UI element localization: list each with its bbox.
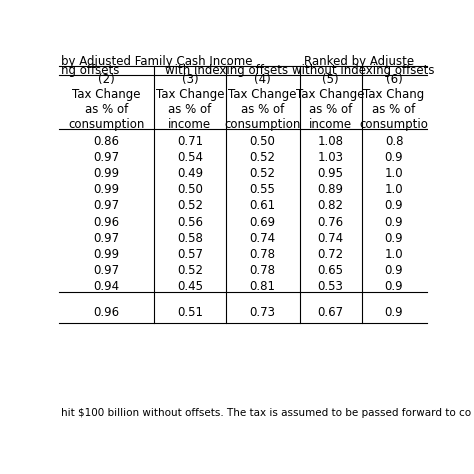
Text: (6)
Tax Chang
as % of
consumptio: (6) Tax Chang as % of consumptio bbox=[360, 73, 428, 131]
Text: 0.54: 0.54 bbox=[177, 151, 203, 164]
Text: with indexing offsets: with indexing offsets bbox=[165, 64, 288, 77]
Text: 0.9: 0.9 bbox=[385, 306, 403, 319]
Text: (2)
Tax Change
as % of
consumption: (2) Tax Change as % of consumption bbox=[68, 73, 145, 131]
Text: 0.72: 0.72 bbox=[318, 248, 344, 261]
Text: 0.52: 0.52 bbox=[250, 167, 276, 180]
Text: 0.52: 0.52 bbox=[177, 264, 203, 277]
Text: 0.52: 0.52 bbox=[250, 151, 276, 164]
Text: 0.74: 0.74 bbox=[318, 232, 344, 245]
Text: ng offsets: ng offsets bbox=[61, 64, 119, 77]
Text: 0.73: 0.73 bbox=[250, 306, 276, 319]
Text: 0.81: 0.81 bbox=[250, 280, 276, 293]
Text: 0.99: 0.99 bbox=[93, 167, 119, 180]
Text: 0.53: 0.53 bbox=[318, 280, 344, 293]
Text: 0.82: 0.82 bbox=[318, 200, 344, 212]
Text: 1.03: 1.03 bbox=[318, 151, 344, 164]
Text: 0.97: 0.97 bbox=[93, 151, 119, 164]
Text: 0.97: 0.97 bbox=[93, 232, 119, 245]
Text: 0.69: 0.69 bbox=[250, 216, 276, 228]
Text: 1.0: 1.0 bbox=[385, 183, 403, 196]
Text: 0.95: 0.95 bbox=[318, 167, 344, 180]
Text: 0.97: 0.97 bbox=[93, 200, 119, 212]
Text: 0.9: 0.9 bbox=[385, 216, 403, 228]
Text: 0.89: 0.89 bbox=[318, 183, 344, 196]
Text: 0.50: 0.50 bbox=[177, 183, 203, 196]
Text: 0.50: 0.50 bbox=[250, 135, 275, 148]
Text: (5)
Tax Change
as % of
income: (5) Tax Change as % of income bbox=[296, 73, 365, 131]
Text: 0.51: 0.51 bbox=[177, 306, 203, 319]
Text: 0.9: 0.9 bbox=[385, 200, 403, 212]
Text: 0.55: 0.55 bbox=[250, 183, 275, 196]
Text: without indexing offsets: without indexing offsets bbox=[292, 64, 434, 77]
Text: 0.8: 0.8 bbox=[385, 135, 403, 148]
Text: 1.0: 1.0 bbox=[385, 167, 403, 180]
Text: 0.97: 0.97 bbox=[93, 264, 119, 277]
Text: 0.61: 0.61 bbox=[250, 200, 276, 212]
Text: 0.9: 0.9 bbox=[385, 151, 403, 164]
Text: 0.58: 0.58 bbox=[177, 232, 203, 245]
Text: 1.0: 1.0 bbox=[385, 248, 403, 261]
Text: (3)
Tax Change
as % of
income: (3) Tax Change as % of income bbox=[155, 73, 224, 131]
Text: 0.74: 0.74 bbox=[250, 232, 276, 245]
Text: 0.65: 0.65 bbox=[318, 264, 344, 277]
Text: 0.45: 0.45 bbox=[177, 280, 203, 293]
Text: 0.99: 0.99 bbox=[93, 248, 119, 261]
Text: 0.57: 0.57 bbox=[177, 248, 203, 261]
Text: 0.96: 0.96 bbox=[93, 216, 119, 228]
Text: 0.78: 0.78 bbox=[250, 248, 276, 261]
Text: 0.9: 0.9 bbox=[385, 232, 403, 245]
Text: 0.86: 0.86 bbox=[93, 135, 119, 148]
Text: 0.99: 0.99 bbox=[93, 183, 119, 196]
Text: 0.67: 0.67 bbox=[318, 306, 344, 319]
Text: 0.94: 0.94 bbox=[93, 280, 119, 293]
Text: 0.9: 0.9 bbox=[385, 264, 403, 277]
Text: 0.96: 0.96 bbox=[93, 306, 119, 319]
Text: 0.52: 0.52 bbox=[177, 200, 203, 212]
Text: 1.08: 1.08 bbox=[318, 135, 344, 148]
Text: 0.71: 0.71 bbox=[177, 135, 203, 148]
Text: 0.78: 0.78 bbox=[250, 264, 276, 277]
Text: (4)
Tax Change
as % of
consumption: (4) Tax Change as % of consumption bbox=[225, 73, 301, 131]
Text: hit $100 billion without offsets. The tax is assumed to be passed forward to co: hit $100 billion without offsets. The ta… bbox=[61, 408, 471, 418]
Text: by Adjusted Family Cash Income: by Adjusted Family Cash Income bbox=[61, 55, 252, 68]
Text: 0.76: 0.76 bbox=[318, 216, 344, 228]
Text: Ranked by Adjuste: Ranked by Adjuste bbox=[304, 55, 414, 68]
Text: 0.9: 0.9 bbox=[385, 280, 403, 293]
Text: 0.49: 0.49 bbox=[177, 167, 203, 180]
Text: 0.56: 0.56 bbox=[177, 216, 203, 228]
